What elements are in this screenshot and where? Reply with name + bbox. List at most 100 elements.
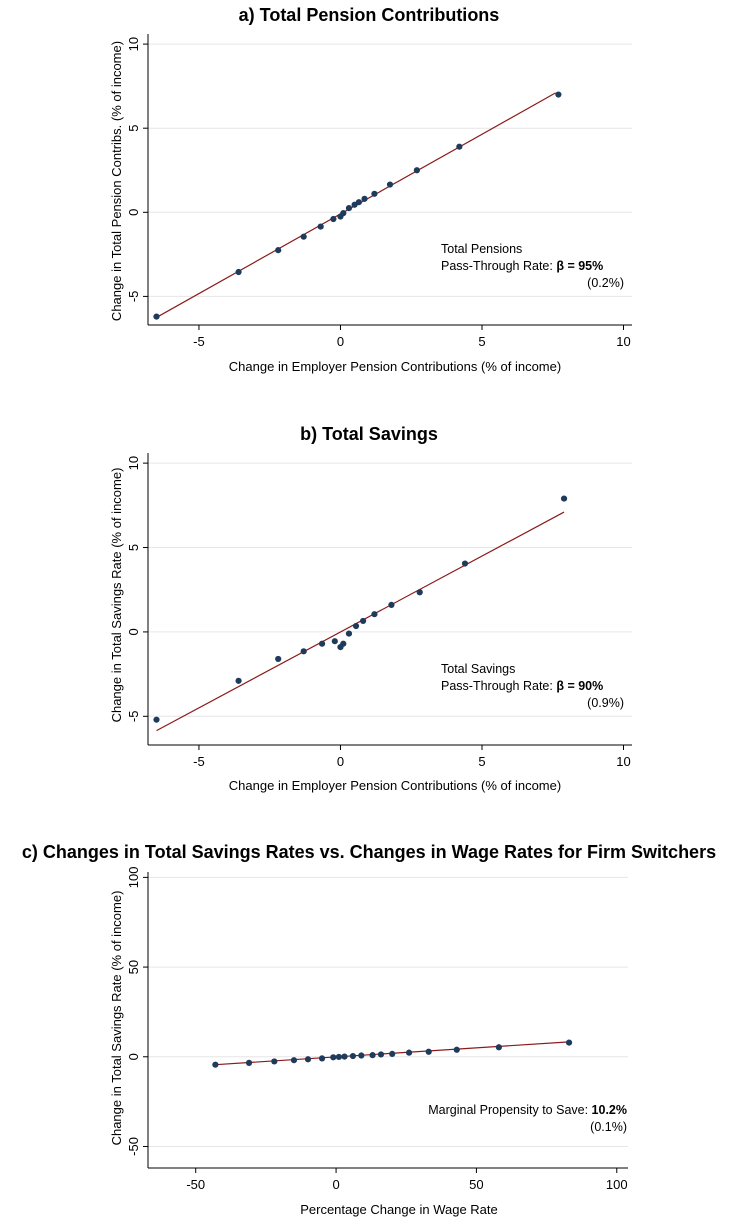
panel-c-annotation-prefix: Marginal Propensity to Save: <box>428 1103 591 1117</box>
panel-b-ytick-label: 0 <box>126 628 141 635</box>
panel-a-point <box>555 91 562 98</box>
panel-c-point <box>377 1051 385 1058</box>
panel-c-point <box>405 1049 413 1056</box>
panel-b-xtick-label: -5 <box>193 754 205 769</box>
panel-c-point <box>341 1053 348 1060</box>
panel-a-ytick-label: -5 <box>126 291 141 303</box>
panel-c-ylabel: Change in Total Savings Rate (% of incom… <box>109 891 124 1146</box>
panel-c-point <box>330 1054 337 1061</box>
panel-b-point <box>388 601 395 609</box>
panel-a-point <box>345 204 353 212</box>
panel-b-point <box>235 677 242 684</box>
panel-c-title: c) Changes in Total Savings Rates vs. Ch… <box>22 842 716 862</box>
panel-c-point <box>271 1058 278 1065</box>
panel-b-point <box>153 716 160 723</box>
panel-c-point <box>565 1039 573 1046</box>
panel-b-point <box>352 622 360 630</box>
panel-c-annotation: Marginal Propensity to Save: 10.2% (0.1%… <box>428 1103 627 1134</box>
panel-b-ytick-label: -5 <box>126 711 141 723</box>
panel-a-annotation-se: (0.2%) <box>587 276 624 290</box>
panel-a-annotation: Total Pensions Pass-Through Rate: β = 95… <box>441 242 624 290</box>
panel-a-ytick-label: 0 <box>126 209 141 216</box>
panel-b-point <box>461 560 469 567</box>
panel-b-xtick-label: 5 <box>478 754 485 769</box>
panel-a-point <box>456 143 463 150</box>
panel-c-point <box>349 1052 357 1060</box>
panel-c-point <box>245 1059 253 1066</box>
panel-a-point <box>235 268 242 276</box>
panel-a-grid <box>148 43 632 297</box>
panel-a-point <box>300 233 307 240</box>
panel-b-point <box>560 495 568 502</box>
panel-c-point <box>495 1044 502 1051</box>
panel-c-annotation-line2: Marginal Propensity to Save: 10.2% <box>428 1103 627 1117</box>
panel-a-points <box>153 91 562 320</box>
panel-b: b) Total Savings -5 0 5 10 -5 0 5 10 Change in … <box>109 424 632 793</box>
panel-a-ticks: -5 0 5 10 -5 0 5 10 <box>126 37 631 349</box>
panel-a-point <box>317 223 324 230</box>
panel-b-annotation-prefix: Pass-Through Rate: <box>441 679 556 693</box>
panel-b-ticks: -5 0 5 10 -5 0 5 10 <box>126 456 631 769</box>
panel-a-annotation-line2: Pass-Through Rate: β = 95% <box>441 259 603 273</box>
panel-a-ytick-label: 10 <box>126 37 141 51</box>
panel-a-xtick-label: 10 <box>616 334 630 349</box>
panel-a-point <box>330 215 337 223</box>
panel-a-point <box>371 190 378 197</box>
panel-b-grid <box>148 462 632 717</box>
panel-c-point <box>212 1061 219 1068</box>
panel-a-point <box>361 195 368 202</box>
panel-a-xtick-label: -5 <box>193 334 205 349</box>
panel-a-annotation-beta: β = 95% <box>556 259 603 273</box>
panel-a-annotation-prefix: Pass-Through Rate: <box>441 259 556 273</box>
panel-b-point <box>371 611 378 618</box>
panel-b-point <box>275 655 282 663</box>
panel-c-xtick-label: 100 <box>606 1177 628 1192</box>
panel-c-ytick-label: 50 <box>126 960 141 974</box>
panel-c-grid <box>148 876 628 1147</box>
panel-a-ytick-label: 5 <box>126 125 141 132</box>
panel-a-title: a) Total Pension Contributions <box>239 5 500 25</box>
panel-c-xtick-label: 0 <box>332 1177 339 1192</box>
panel-c-point <box>335 1053 342 1061</box>
panel-c-ytick-label: -50 <box>126 1137 141 1156</box>
panel-c-annotation-se: (0.1%) <box>590 1120 627 1134</box>
panel-b-point <box>360 617 367 625</box>
panel-b-ylabel: Change in Total Savings Rate (% of incom… <box>109 468 124 723</box>
panel-c-point <box>369 1052 376 1059</box>
panel-b-annotation-line2: Pass-Through Rate: β = 90% <box>441 679 603 693</box>
panel-c-point <box>453 1046 460 1053</box>
panel-b-ytick-label: 5 <box>126 544 141 551</box>
panel-c-xlabel: Percentage Change in Wage Rate <box>300 1202 498 1217</box>
panel-b-points <box>153 495 568 723</box>
panel-c-ticks: -50 0 50 100 -50 0 50 100 <box>126 867 628 1192</box>
panel-a-point <box>386 181 394 188</box>
panel-b-ytick-label: 10 <box>126 456 141 470</box>
panel-b-xlabel: Change in Employer Pension Contributions… <box>229 778 561 793</box>
panel-b-annotation-se: (0.9%) <box>587 696 624 710</box>
panel-c-points <box>212 1039 573 1068</box>
panel-c-point <box>304 1056 312 1063</box>
panel-c: c) Changes in Total Savings Rates vs. Ch… <box>22 842 716 1217</box>
panel-c-point <box>290 1057 298 1064</box>
panel-c-point <box>318 1055 326 1062</box>
panel-a-point <box>153 313 160 320</box>
panel-b-point <box>331 638 338 645</box>
panel-b-point <box>340 640 347 647</box>
panel-b-xtick-label: 0 <box>337 754 344 769</box>
panel-a-point <box>340 210 347 217</box>
panel-a-point <box>413 167 420 174</box>
panel-a-ylabel: Change in Total Pension Contribs. (% of … <box>109 41 124 321</box>
panel-c-point <box>425 1048 432 1055</box>
panel-b-annotation-line1: Total Savings <box>441 662 515 676</box>
panel-c-ytick-label: 0 <box>126 1053 141 1060</box>
panel-a: a) Total Pension Contributions -5 0 5 10 -5 0… <box>109 5 632 374</box>
panel-a-xtick-label: 0 <box>337 334 344 349</box>
panel-c-annotation-mps: 10.2% <box>592 1103 627 1117</box>
panel-c-xtick-label: 50 <box>469 1177 483 1192</box>
panel-c-xtick-label: -50 <box>186 1177 205 1192</box>
panel-a-point <box>275 247 282 254</box>
panel-b-xtick-label: 10 <box>616 754 630 769</box>
panel-a-point <box>355 199 362 206</box>
panel-c-ytick-label: 100 <box>126 867 141 889</box>
